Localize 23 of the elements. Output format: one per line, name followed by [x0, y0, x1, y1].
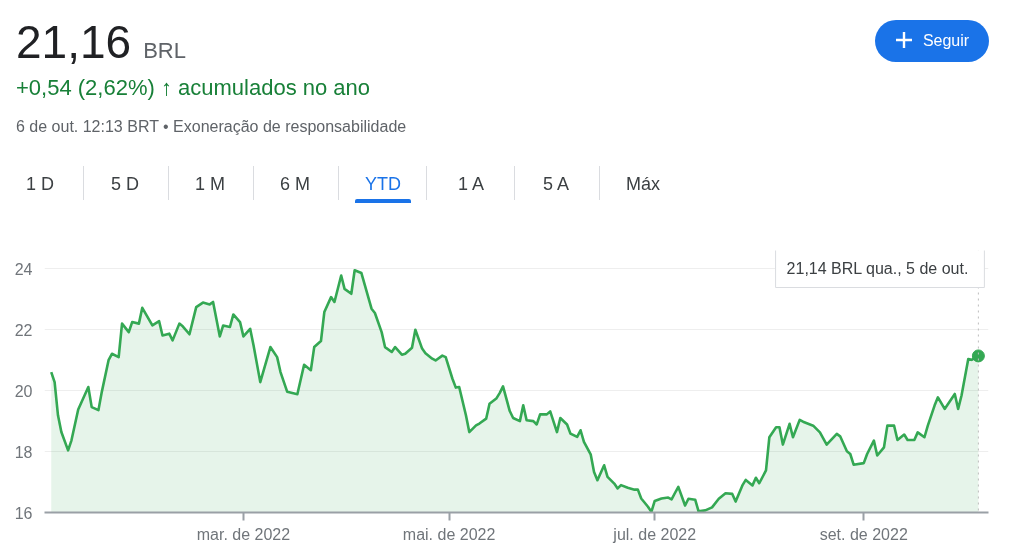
y-tick-label: 18 [14, 443, 33, 461]
text: 5 D [110, 173, 140, 196]
text: 5 A [542, 173, 570, 196]
text: 6 de out. 12:13 BRT • Exoneração de responsabilidade [16, 117, 407, 137]
y-tick-label: 24 [14, 260, 33, 278]
y-tick-label: 20 [14, 382, 33, 400]
annotation: 21,14 BRL qua., 5 de out. [786, 259, 969, 277]
y-tick-label: 22 [14, 321, 33, 339]
text: 1 M [194, 173, 226, 196]
x-tick-label: mai. de 2022 [402, 525, 496, 543]
text: YTD [364, 173, 402, 196]
x-tick-label: jul. de 2022 [612, 525, 697, 543]
chart-title: 21,16 [16, 16, 132, 68]
y-tick-label: 16 [14, 504, 33, 522]
text: 1 A [457, 173, 485, 196]
text: 1 D [25, 173, 55, 196]
text: Seguir [875, 20, 989, 62]
x-tick-label: mar. de 2022 [196, 525, 291, 543]
text: Máx [625, 173, 661, 196]
x-tick-label: set. de 2022 [819, 525, 908, 543]
text: 6 M [279, 173, 311, 196]
text: BRL [143, 38, 186, 63]
chart-subtitle: +0,54 (2,62%) ↑ acumulados no ano [16, 74, 371, 102]
